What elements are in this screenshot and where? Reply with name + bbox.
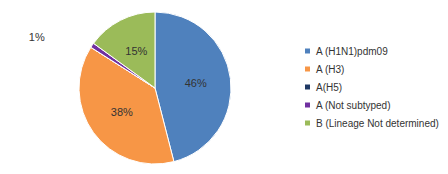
svg-text:46%: 46% bbox=[185, 77, 207, 89]
svg-text:A(H5): A(H5) bbox=[316, 82, 342, 93]
svg-text:1%: 1% bbox=[29, 31, 45, 43]
svg-text:A (H3): A (H3) bbox=[316, 64, 344, 75]
svg-text:A (H1N1)pdm09: A (H1N1)pdm09 bbox=[316, 46, 388, 57]
svg-text:38%: 38% bbox=[111, 106, 133, 118]
svg-text:B (Lineage Not determined): B (Lineage Not determined) bbox=[316, 118, 439, 129]
svg-text:15%: 15% bbox=[125, 45, 147, 57]
svg-text:A (Not subtyped): A (Not subtyped) bbox=[316, 100, 390, 111]
